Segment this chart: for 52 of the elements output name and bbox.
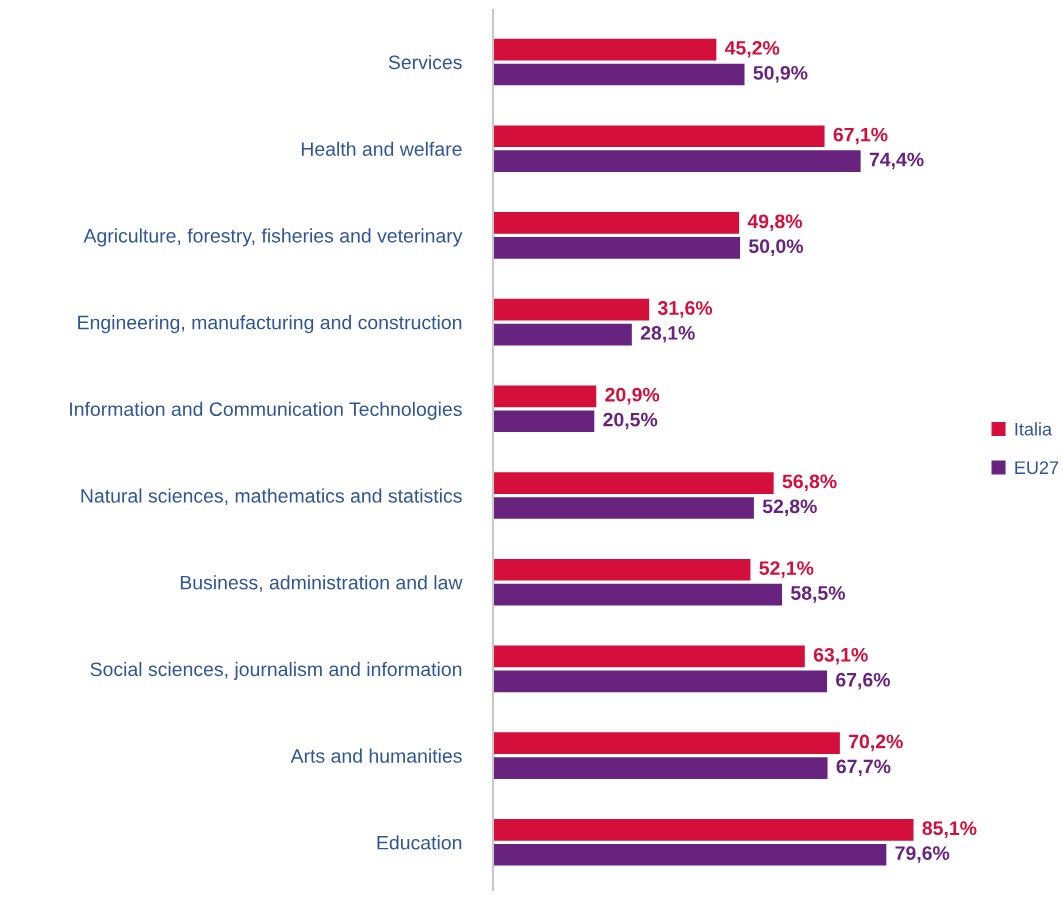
data-label: 31,6% <box>657 301 713 318</box>
bar <box>493 670 828 693</box>
bar <box>493 819 914 841</box>
bar <box>493 150 861 173</box>
data-label: 52,8% <box>762 499 817 517</box>
legend-label: Italia <box>1015 422 1053 436</box>
y-tick-label: Arts and humanities <box>290 748 462 763</box>
bar <box>493 757 828 779</box>
bar <box>493 497 754 519</box>
y-tick-label: Health and welfare <box>301 141 462 156</box>
data-label: 67,7% <box>836 759 891 777</box>
data-label: 45,2% <box>724 41 780 58</box>
data-label: 63,1% <box>813 647 868 665</box>
bar <box>493 843 887 866</box>
bar <box>493 38 717 61</box>
y-tick-label: Social sciences, journalism and information <box>90 661 462 680</box>
data-label: 50,0% <box>749 239 804 256</box>
y-tick-label: Education <box>377 835 462 850</box>
y-tick-label: Information and Communication Technologies <box>70 401 462 420</box>
bar <box>493 645 805 668</box>
y-tick-label: Agriculture, forestry, fisheries and veterinary <box>83 228 463 247</box>
data-label: 28,1% <box>640 326 695 343</box>
bar <box>493 385 597 408</box>
data-label: 56,8% <box>782 474 837 492</box>
data-label: 20,5% <box>603 412 658 430</box>
bar <box>493 732 840 754</box>
bar <box>493 558 751 581</box>
data-label: 67,1% <box>833 127 888 145</box>
legend-label: EU27 <box>1015 461 1059 475</box>
data-label: 49,8% <box>747 214 803 231</box>
data-label: 50,9% <box>753 65 808 83</box>
data-label: 85,1% <box>922 821 977 838</box>
bar <box>493 63 745 86</box>
bar <box>493 323 632 346</box>
bar <box>493 410 595 433</box>
bar <box>493 472 774 494</box>
y-tick-label: Business, administration and law <box>180 575 463 592</box>
data-label: 79,6% <box>895 846 950 863</box>
bar <box>493 237 741 259</box>
data-label: 52,1% <box>759 561 814 578</box>
y-tick-label: Services <box>388 54 462 70</box>
bar <box>493 298 650 321</box>
y-tick-label: Natural sciences, mathematics and statistics <box>81 488 462 506</box>
y-tick-label: Engineering, manufacturing and construction <box>78 315 462 334</box>
bar <box>493 125 825 148</box>
data-label: 58,5% <box>791 586 846 603</box>
bar <box>493 583 783 606</box>
data-label: 67,6% <box>836 672 890 690</box>
data-label: 74,4% <box>869 152 924 170</box>
data-label: 20,9% <box>605 387 660 405</box>
data-label: 70,2% <box>849 734 903 752</box>
bar <box>493 212 740 234</box>
